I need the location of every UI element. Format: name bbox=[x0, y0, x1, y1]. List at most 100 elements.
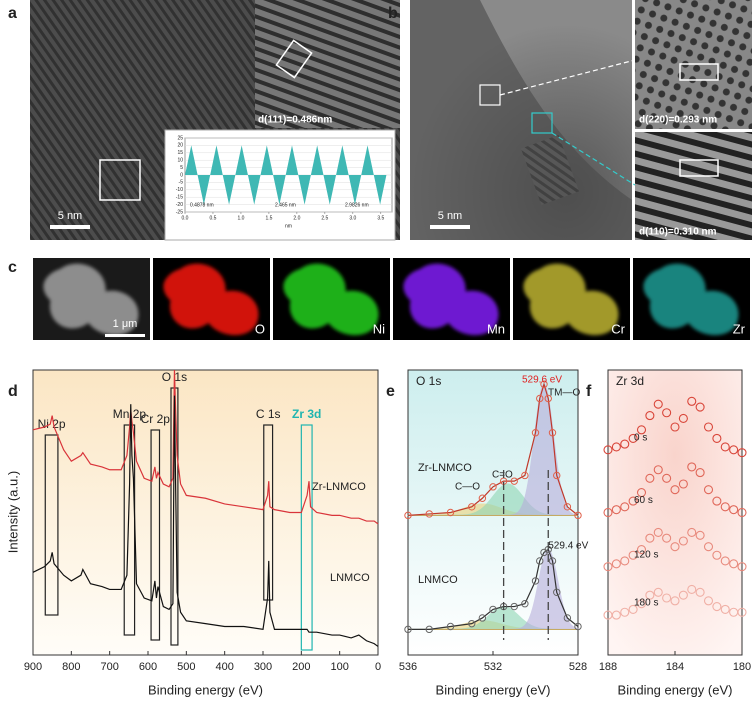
data-point bbox=[653, 587, 663, 597]
x-tick-label: 900 bbox=[24, 661, 42, 673]
data-point bbox=[720, 604, 730, 614]
data-point bbox=[540, 380, 548, 388]
data-point bbox=[536, 394, 544, 403]
series-label: LNMCO bbox=[418, 574, 458, 586]
hrtem-inset bbox=[635, 132, 752, 240]
y-axis-label: Intensity (a.u.) bbox=[5, 471, 20, 553]
y-tick-label: 0 bbox=[180, 172, 183, 178]
x-tick-label: 400 bbox=[215, 661, 233, 673]
zoom-line bbox=[551, 132, 636, 186]
data-point bbox=[636, 487, 647, 498]
fit-envelope bbox=[407, 382, 579, 516]
x-tick-label: 188 bbox=[599, 661, 617, 673]
data-point bbox=[425, 625, 433, 634]
panel-label: b bbox=[388, 5, 398, 22]
data-point bbox=[478, 494, 487, 502]
roi-box bbox=[99, 159, 141, 201]
data-point bbox=[687, 462, 697, 472]
series-label: 120 s bbox=[634, 549, 658, 560]
data-point bbox=[720, 502, 730, 512]
component-label: C—O bbox=[455, 482, 480, 493]
panel-label: c bbox=[8, 259, 17, 276]
d-spacing: d(220)=0.293 nm bbox=[639, 115, 717, 126]
component-label: TM—O bbox=[548, 388, 580, 399]
data-point bbox=[645, 473, 655, 483]
data-point bbox=[670, 422, 680, 432]
series-label: Zr-LNMCO bbox=[418, 462, 472, 474]
data-point bbox=[645, 411, 655, 421]
data-point bbox=[695, 530, 705, 540]
data-point bbox=[720, 556, 730, 566]
data-point bbox=[489, 483, 497, 491]
data-point bbox=[662, 473, 672, 483]
fit-envelope bbox=[408, 548, 579, 630]
data-point bbox=[670, 485, 680, 495]
y-tick-label: 5 bbox=[180, 165, 183, 171]
data-point bbox=[553, 588, 561, 596]
x-tick-label: 0.5 bbox=[209, 215, 216, 221]
data-point bbox=[687, 396, 697, 406]
data-point bbox=[603, 507, 613, 518]
peak-label: 529.6 eV bbox=[522, 375, 562, 386]
data-point bbox=[729, 559, 739, 569]
x-tick-label: 300 bbox=[254, 661, 272, 673]
roi-box bbox=[531, 112, 553, 134]
data-point bbox=[468, 503, 476, 511]
lattice-region bbox=[520, 134, 580, 206]
particle bbox=[163, 263, 259, 336]
y-tick-label: -20 bbox=[176, 202, 183, 208]
data-point bbox=[620, 439, 630, 449]
x-tick-label: 100 bbox=[330, 661, 348, 673]
peak-region bbox=[263, 424, 274, 601]
scale-label: 1 μm bbox=[113, 318, 138, 330]
y-tick-label: -10 bbox=[176, 187, 183, 193]
element-label: O bbox=[255, 321, 265, 336]
data-point bbox=[531, 577, 540, 585]
x-axis-label: Binding energy (eV) bbox=[618, 682, 733, 697]
data-point bbox=[489, 605, 497, 614]
scale-bar bbox=[430, 225, 470, 229]
data-point bbox=[720, 442, 730, 452]
region-label: Zr 3d bbox=[292, 407, 321, 421]
annotation: 0.4878 nm bbox=[190, 202, 214, 208]
data-point bbox=[695, 587, 705, 597]
data-point bbox=[521, 600, 529, 608]
data-point bbox=[521, 471, 529, 480]
component-label: C=O bbox=[492, 470, 513, 481]
panel-title: Zr 3d bbox=[616, 374, 644, 388]
data-point bbox=[653, 465, 663, 475]
y-tick-label: 25 bbox=[177, 135, 183, 141]
d-spacing: d(111)=0.486nm bbox=[258, 115, 332, 126]
x-tick-label: 1.5 bbox=[265, 215, 272, 221]
data-point bbox=[553, 471, 561, 480]
annotation: 2.465 nm bbox=[275, 202, 296, 208]
data-point bbox=[510, 602, 518, 611]
data-point bbox=[425, 510, 433, 518]
data-point bbox=[678, 590, 688, 600]
particle bbox=[643, 263, 739, 336]
peak-region bbox=[44, 434, 59, 616]
data-point bbox=[620, 502, 630, 512]
data-point bbox=[548, 429, 557, 437]
data-point bbox=[478, 614, 487, 622]
data-point bbox=[687, 527, 697, 538]
data-point bbox=[636, 544, 647, 555]
data-point bbox=[574, 511, 582, 520]
particle bbox=[403, 263, 499, 336]
data-point bbox=[737, 448, 747, 458]
data-point bbox=[670, 596, 680, 606]
data-point bbox=[544, 394, 552, 403]
x-axis-label: Binding energy (eV) bbox=[436, 682, 551, 697]
scale-bar bbox=[105, 334, 145, 337]
series-label: 60 s bbox=[634, 495, 653, 506]
annotation: 2.9826 nm bbox=[345, 202, 369, 208]
particle bbox=[410, 0, 632, 240]
data-point bbox=[645, 533, 655, 543]
data-point bbox=[563, 614, 572, 622]
data-point bbox=[703, 485, 714, 495]
panel-title: O 1s bbox=[416, 374, 441, 388]
spectrum-line bbox=[32, 395, 379, 647]
x-tick-label: 600 bbox=[139, 661, 157, 673]
scale-label: 5 nm bbox=[438, 210, 462, 222]
